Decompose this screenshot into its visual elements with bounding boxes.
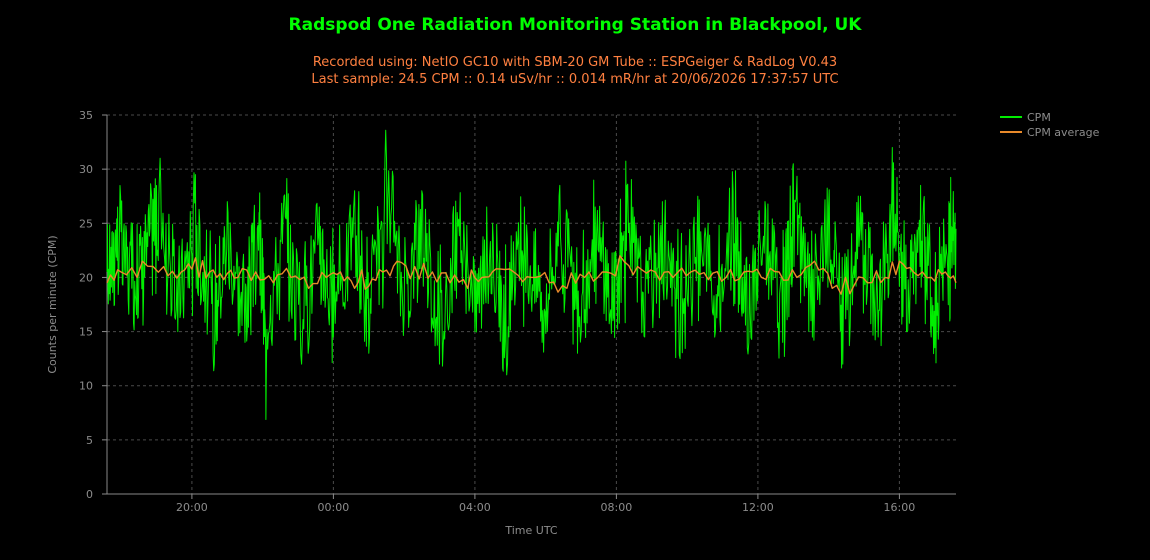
legend-entry[interactable]: CPM average <box>1027 126 1100 139</box>
y-tick-label: 20 <box>79 271 93 284</box>
x-tick-label: 04:00 <box>459 501 491 514</box>
chart-subtitle-last-sample: Last sample: 24.5 CPM :: 0.14 uSv/hr :: … <box>311 72 839 87</box>
x-tick-label: 08:00 <box>601 501 633 514</box>
x-tick-label: 16:00 <box>884 501 916 514</box>
y-tick-label: 5 <box>86 434 93 447</box>
series-layer <box>106 129 957 420</box>
y-tick-label: 15 <box>79 326 93 339</box>
chart-subtitle-recorded: Recorded using: NetIO GC10 with SBM-20 G… <box>312 55 838 70</box>
y-tick-label: 10 <box>79 380 93 393</box>
x-tick-label: 12:00 <box>742 501 774 514</box>
series-line-cpm <box>106 129 957 420</box>
axis-layer: 0 5 10 15 20 25 30 35 20:00 00:00 04:00 08:00 12:00 1… <box>79 109 956 514</box>
x-tick-label: 20:00 <box>176 501 208 514</box>
y-tick-label: 35 <box>79 109 93 122</box>
legend[interactable]: CPM CPM average <box>1000 111 1100 139</box>
chart-title: Radspod One Radiation Monitoring Station… <box>288 15 862 35</box>
y-axis-label: Counts per minute (CPM) <box>46 235 59 373</box>
y-tick-label: 25 <box>79 217 93 230</box>
y-tick-label: 0 <box>86 488 93 501</box>
x-axis-label: Time UTC <box>504 524 558 537</box>
x-tick-label: 00:00 <box>318 501 350 514</box>
legend-entry[interactable]: CPM <box>1027 111 1051 124</box>
series-line-cpm-average <box>106 255 957 295</box>
y-tick-label: 30 <box>79 163 93 176</box>
